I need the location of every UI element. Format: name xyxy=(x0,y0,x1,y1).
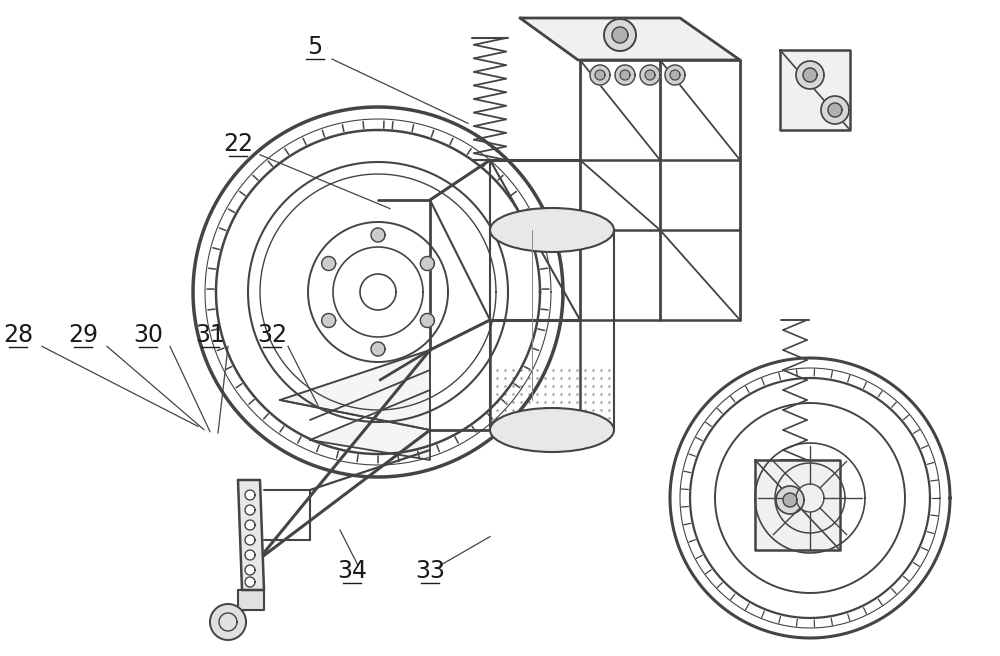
Text: 31: 31 xyxy=(195,323,225,346)
Polygon shape xyxy=(245,520,255,530)
Polygon shape xyxy=(238,480,264,590)
Polygon shape xyxy=(322,314,336,327)
Polygon shape xyxy=(210,604,246,640)
Ellipse shape xyxy=(490,208,614,252)
Polygon shape xyxy=(420,256,434,270)
Polygon shape xyxy=(590,65,610,85)
Polygon shape xyxy=(620,70,630,80)
Polygon shape xyxy=(665,65,685,85)
Polygon shape xyxy=(245,505,255,515)
Text: 34: 34 xyxy=(337,559,367,583)
Polygon shape xyxy=(821,96,849,124)
Polygon shape xyxy=(245,550,255,560)
Polygon shape xyxy=(780,50,850,130)
Polygon shape xyxy=(670,70,680,80)
Polygon shape xyxy=(245,490,255,500)
Polygon shape xyxy=(310,390,430,460)
Polygon shape xyxy=(245,565,255,575)
Polygon shape xyxy=(783,493,797,507)
Text: 30: 30 xyxy=(133,323,163,346)
Polygon shape xyxy=(755,460,840,550)
Polygon shape xyxy=(420,314,434,327)
Ellipse shape xyxy=(490,408,614,452)
Polygon shape xyxy=(322,256,336,270)
Polygon shape xyxy=(615,65,635,85)
Text: 22: 22 xyxy=(223,133,253,156)
Text: 28: 28 xyxy=(3,323,33,346)
Polygon shape xyxy=(520,18,740,60)
Polygon shape xyxy=(245,535,255,545)
Polygon shape xyxy=(371,342,385,356)
Text: 29: 29 xyxy=(68,323,98,346)
Polygon shape xyxy=(371,228,385,242)
Polygon shape xyxy=(280,350,430,430)
Polygon shape xyxy=(238,590,264,610)
Polygon shape xyxy=(612,27,628,43)
Polygon shape xyxy=(776,486,804,514)
Polygon shape xyxy=(640,65,660,85)
Text: 32: 32 xyxy=(257,323,287,346)
Polygon shape xyxy=(595,70,605,80)
Polygon shape xyxy=(245,577,255,587)
Text: 33: 33 xyxy=(415,559,445,583)
Polygon shape xyxy=(604,19,636,51)
Polygon shape xyxy=(645,70,655,80)
Polygon shape xyxy=(828,103,842,117)
Polygon shape xyxy=(796,61,824,89)
Polygon shape xyxy=(803,68,817,82)
Text: 5: 5 xyxy=(307,35,323,59)
